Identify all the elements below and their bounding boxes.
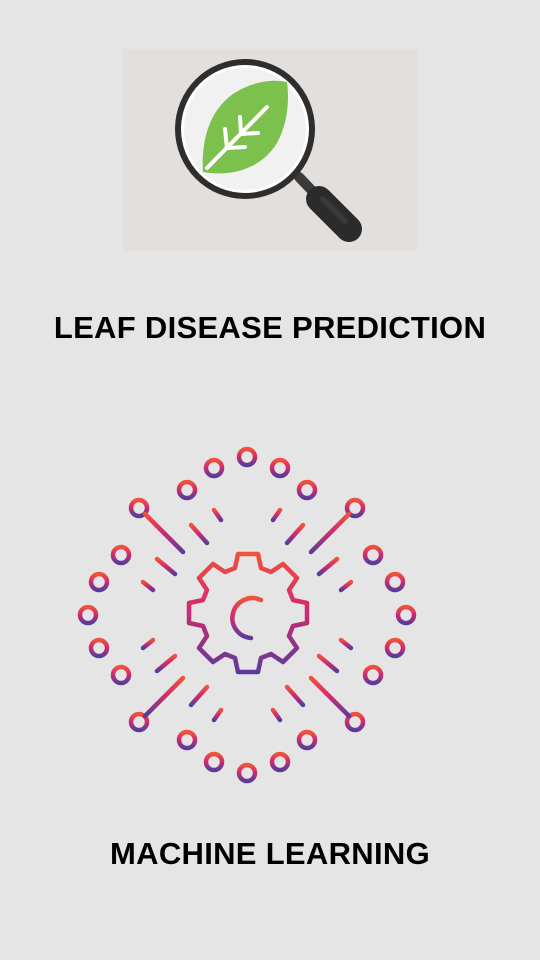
leaf-magnifier-icon [175, 59, 362, 242]
gear-circuit-icon [77, 446, 417, 784]
machine-learning-logo[interactable] [75, 440, 420, 790]
machine-learning-title[interactable]: MACHINE LEARNING [110, 836, 430, 871]
leaf-disease-title[interactable]: LEAF DISEASE PREDICTION [53, 310, 487, 345]
leaf-disease-logo[interactable] [123, 49, 417, 251]
